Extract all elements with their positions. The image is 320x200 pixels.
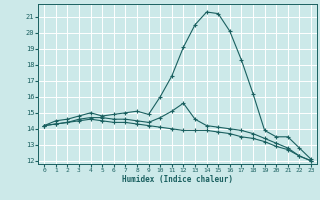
X-axis label: Humidex (Indice chaleur): Humidex (Indice chaleur): [122, 175, 233, 184]
